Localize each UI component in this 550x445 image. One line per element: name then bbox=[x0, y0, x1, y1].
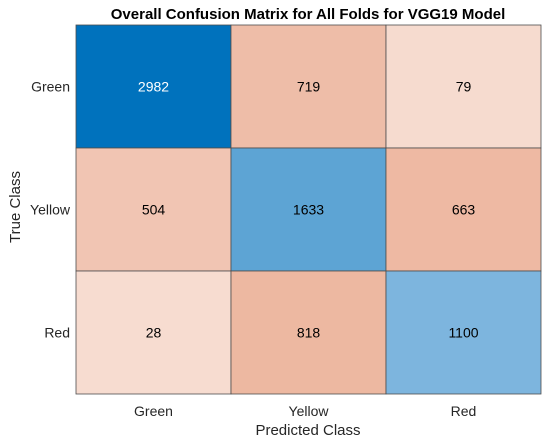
matrix-cell-r2-c0 bbox=[75, 270, 232, 395]
y-tick-label: Yellow bbox=[30, 202, 71, 218]
cell-value-r2-c0: 28 bbox=[146, 325, 162, 341]
chart-title: Overall Confusion Matrix for All Folds f… bbox=[111, 6, 506, 23]
cell-value-r1-c0: 504 bbox=[142, 202, 166, 218]
matrix-cell-r1-c0 bbox=[75, 147, 232, 272]
cell-value-r0-c2: 79 bbox=[456, 79, 472, 95]
matrix-cell-r1-c2 bbox=[385, 147, 542, 272]
matrix-cell-r0-c2 bbox=[385, 24, 542, 149]
cell-value-r0-c0: 2982 bbox=[138, 79, 169, 95]
matrix-cell-r1-c1 bbox=[230, 147, 387, 272]
x-axis-label: Predicted Class bbox=[255, 422, 360, 439]
cell-value-r1-c2: 663 bbox=[452, 202, 476, 218]
matrix-grid: 2982 719 79 504 1633 663 28 818 1100 bbox=[75, 24, 542, 395]
x-tick-label: Yellow bbox=[289, 403, 330, 419]
matrix-cell-r0-c0 bbox=[75, 24, 232, 149]
cell-value-r2-c1: 818 bbox=[297, 325, 321, 341]
cell-value-r0-c1: 719 bbox=[297, 79, 321, 95]
y-tick-label: Green bbox=[31, 79, 70, 95]
y-tick-label: Red bbox=[44, 325, 70, 341]
matrix-cell-r0-c1 bbox=[230, 24, 387, 149]
cell-value-r1-c1: 1633 bbox=[293, 202, 324, 218]
matrix-cell-r2-c2 bbox=[385, 270, 542, 395]
matrix-cell-r2-c1 bbox=[230, 270, 387, 395]
x-tick-label: Red bbox=[451, 403, 477, 419]
cell-value-r2-c2: 1100 bbox=[448, 325, 478, 341]
y-axis-label: True Class bbox=[7, 171, 24, 243]
x-tick-label: Green bbox=[134, 403, 173, 419]
tick-labels: Green Yellow Red Green Yellow Red bbox=[30, 79, 476, 420]
